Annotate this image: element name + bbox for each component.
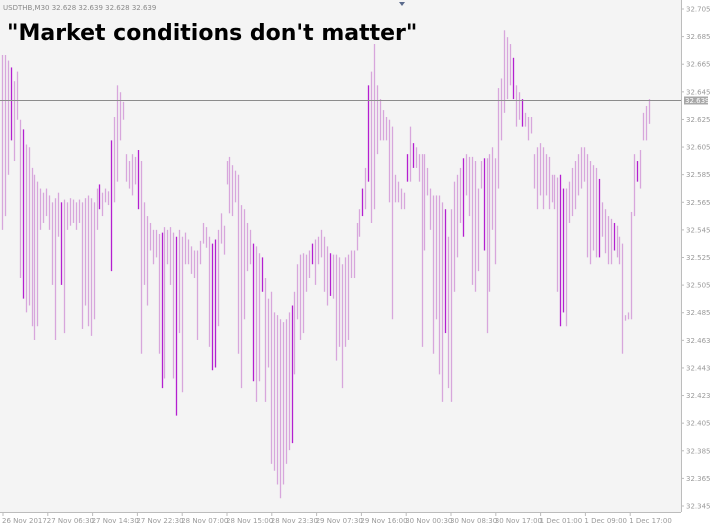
y-tick-label: 32.685 — [686, 33, 710, 41]
current-price-tag: 32.639 — [684, 96, 710, 105]
y-tick-label: 32.585 — [686, 171, 710, 179]
y-tick-label: 32.545 — [686, 226, 710, 234]
x-tick-label: 28 Nov 15:00 — [226, 517, 273, 525]
x-tick-label: 30 Nov 00:30 — [405, 517, 452, 525]
x-tick-label: 28 Nov 23:30 — [271, 517, 318, 525]
x-tick-label: 30 Nov 08:30 — [450, 517, 497, 525]
x-tick-label: 29 Nov 16:00 — [360, 517, 407, 525]
x-tick-label: 27 Nov 14:30 — [92, 517, 139, 525]
x-tick-label: 26 Nov 2017 — [2, 517, 47, 525]
x-tick-label: 1 Dec 09:00 — [584, 517, 627, 525]
y-tick-label: 32.565 — [686, 199, 710, 207]
x-tick-label: 30 Nov 17:00 — [495, 517, 542, 525]
price-bars — [1, 30, 651, 499]
y-tick-label: 32.365 — [686, 475, 710, 483]
y-tick-label: 32.705 — [686, 6, 710, 14]
y-tick-label: 32.665 — [686, 61, 710, 69]
chart-shift-marker-icon[interactable] — [399, 2, 405, 6]
price-axis[interactable]: 32.705 32.685 32.665 32.645 32.625 32.605 32.5… — [681, 6, 710, 511]
y-tick-label: 32.605 — [686, 144, 710, 152]
y-tick-label: 32.625 — [686, 116, 710, 124]
x-tick-label: 1 Dec 17:00 — [629, 517, 672, 525]
x-tick-label: 27 Nov 06:30 — [47, 517, 94, 525]
current-price-label: 32.639 — [685, 97, 710, 105]
x-tick-label: 27 Nov 22:30 — [136, 517, 183, 525]
symbol-info: USDTHB,M30 32.628 32.639 32.628 32.639 — [3, 4, 156, 12]
y-tick-label: 32.423 — [686, 392, 710, 400]
headline-caption: "Market conditions don't matter" — [7, 21, 417, 46]
y-tick-label: 32.505 — [686, 282, 710, 290]
y-tick-label: 32.443 — [686, 364, 710, 372]
y-tick-label: 32.463 — [686, 337, 710, 345]
x-tick-label: 28 Nov 07:00 — [181, 517, 228, 525]
y-tick-label: 32.485 — [686, 309, 710, 317]
y-tick-label: 32.385 — [686, 447, 710, 455]
y-tick-label: 32.645 — [686, 88, 710, 96]
x-tick-label: 29 Nov 07:30 — [316, 517, 363, 525]
y-tick-label: 32.525 — [686, 254, 710, 262]
y-tick-label: 32.405 — [686, 420, 710, 428]
y-tick-label: 32.345 — [686, 503, 710, 511]
x-tick-label: 1 Dec 01:00 — [540, 517, 583, 525]
plot-area — [0, 0, 681, 512]
